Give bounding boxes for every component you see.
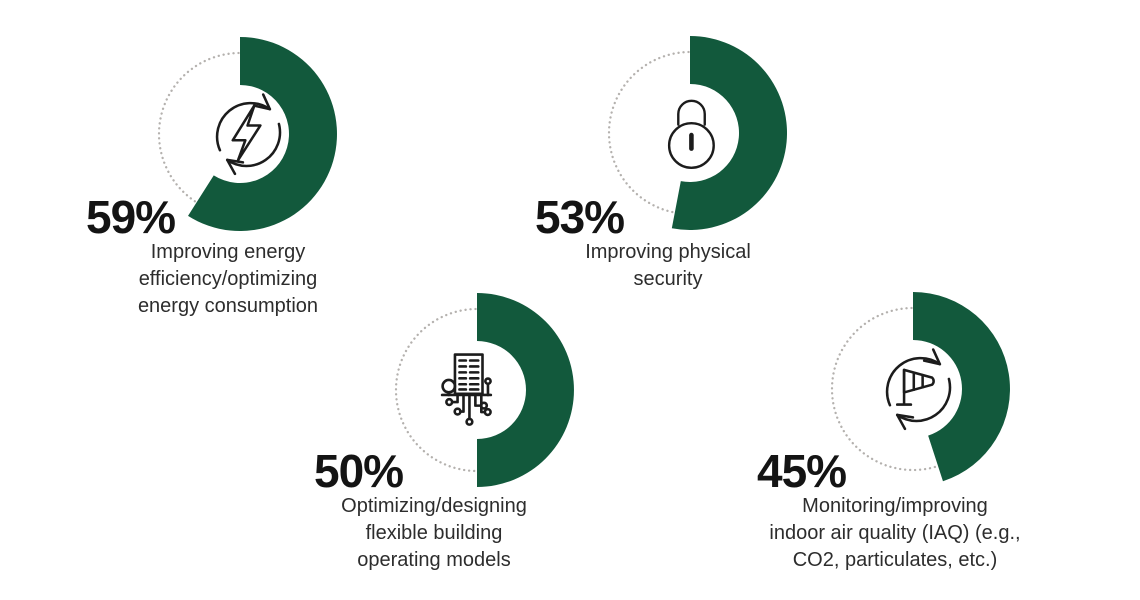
smart-building-icon bbox=[440, 353, 493, 426]
stat-label-security: Improving physical security bbox=[585, 241, 751, 290]
stat-value-energy: 59% bbox=[86, 191, 176, 243]
stat-value-security: 53% bbox=[535, 191, 625, 243]
energy-cycle-icon bbox=[215, 93, 282, 176]
stat-label-energy: Improving energy efficiency/optimizing e… bbox=[137, 241, 319, 317]
stat-label-air-quality: Monitoring/improving indoor air quality … bbox=[769, 495, 1021, 571]
padlock-icon bbox=[667, 99, 715, 169]
stat-value-building: 50% bbox=[314, 445, 404, 497]
stat-value-air-quality: 45% bbox=[757, 445, 847, 497]
windsock-cycle-icon bbox=[885, 348, 952, 431]
donut-chart-energy bbox=[157, 37, 337, 231]
donut-chart-air-quality bbox=[830, 292, 1010, 482]
stat-label-building: Optimizing/designing flexible building o… bbox=[341, 495, 527, 571]
donut-chart-building bbox=[394, 293, 574, 487]
donut-chart-security bbox=[607, 36, 787, 230]
